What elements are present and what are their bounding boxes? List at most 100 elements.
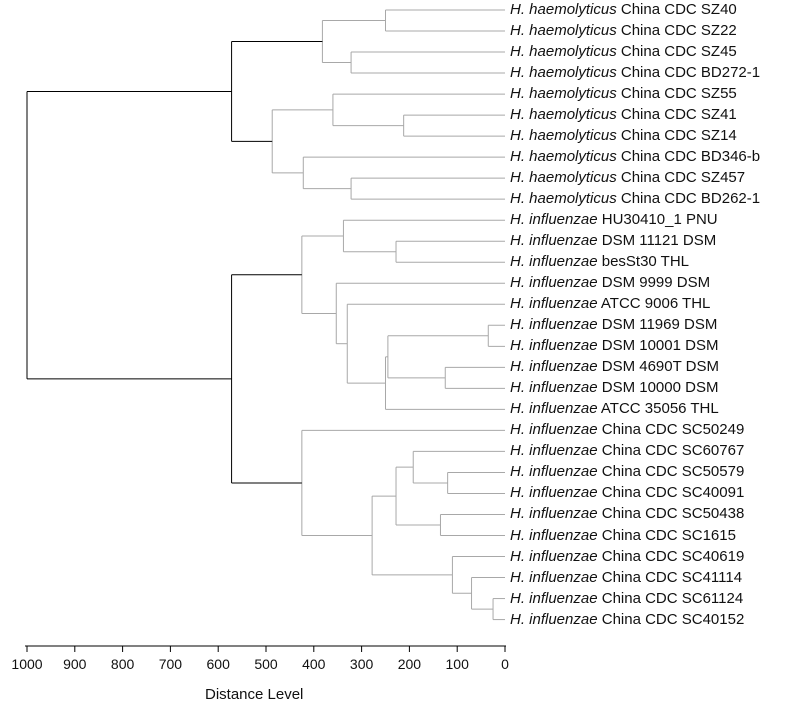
leaf-label: H. influenzae DSM 10001 DSM <box>510 336 718 356</box>
species-name: H. haemolyticus <box>510 148 617 166</box>
strain-name: China CDC SZ41 <box>616 106 737 124</box>
leaf-label: H. haemolyticus China CDC BD272-1 <box>510 63 760 83</box>
species-name: H. influenzae <box>510 484 598 502</box>
strain-name: China CDC SC41114 <box>597 568 743 586</box>
strain-name: China CDC SC50579 <box>597 463 745 481</box>
leaf-label: H. influenzae China CDC SC50438 <box>510 504 744 524</box>
axis-tick-label: 700 <box>158 656 183 672</box>
species-name: H. influenzae <box>510 358 598 376</box>
species-name: H. influenzae <box>510 421 598 439</box>
species-name: H. haemolyticus <box>510 106 617 124</box>
leaf-label: H. haemolyticus China CDC SZ40 <box>510 0 737 20</box>
species-name: H. influenzae <box>510 610 598 628</box>
strain-name: China CDC SC40152 <box>597 610 745 628</box>
species-name: H. haemolyticus <box>510 64 617 82</box>
species-name: H. influenzae <box>510 400 598 418</box>
leaf-label: H. influenzae ATCC 35056 THL <box>510 399 719 419</box>
species-name: H. influenzae <box>510 295 598 313</box>
strain-name: DSM 9999 DSM <box>597 274 711 292</box>
species-name: H. influenzae <box>510 274 598 292</box>
species-name: H. haemolyticus <box>510 190 617 208</box>
leaf-label: H. haemolyticus China CDC SZ457 <box>510 168 745 188</box>
species-name: H. influenzae <box>510 589 598 607</box>
leaf-label: H. influenzae DSM 10000 DSM <box>510 378 718 398</box>
species-name: H. influenzae <box>510 316 598 334</box>
axis-tick-label: 800 <box>110 656 135 672</box>
leaf-label: H. influenzae China CDC SC50579 <box>510 462 744 482</box>
strain-name: China CDC SC40619 <box>597 547 745 565</box>
strain-name: China CDC SC60767 <box>597 442 745 460</box>
leaf-label: H. influenzae China CDC SC40619 <box>510 547 744 567</box>
strain-name: China CDC SC50438 <box>597 505 745 523</box>
strain-name: China CDC SZ457 <box>616 169 746 187</box>
strain-name: China CDC SZ55 <box>616 85 737 103</box>
strain-name: China CDC SC61124 <box>597 589 744 607</box>
strain-name: China CDC SZ14 <box>616 127 737 145</box>
strain-name: China CDC BD346-b <box>616 148 761 166</box>
strain-name: DSM 4690T DSM <box>597 358 719 376</box>
leaf-label: H. influenzae besSt30 THL <box>510 252 689 272</box>
species-name: H. influenzae <box>510 526 598 544</box>
axis-tick-label: 500 <box>254 656 278 672</box>
leaf-label: H. influenzae DSM 4690T DSM <box>510 357 719 377</box>
leaf-label: H. influenzae HU30410_1 PNU <box>510 210 718 230</box>
leaf-label: H. influenzae DSM 9999 DSM <box>510 273 710 293</box>
strain-name: China CDC SZ22 <box>616 22 737 40</box>
species-name: H. influenzae <box>510 211 598 229</box>
leaf-label: H. influenzae China CDC SC41114 <box>510 568 742 588</box>
leaf-label: H. haemolyticus China CDC SZ55 <box>510 84 737 104</box>
strain-name: DSM 11969 DSM <box>597 316 718 334</box>
strain-name: China CDC SZ45 <box>616 43 737 61</box>
species-name: H. influenzae <box>510 379 598 397</box>
axis-tick-label: 300 <box>349 656 374 672</box>
strain-name: China CDC SC50249 <box>597 421 745 439</box>
strain-name: China CDC SC40091 <box>597 484 745 502</box>
axis-tick-label: 600 <box>206 656 230 672</box>
strain-name: China CDC BD262-1 <box>616 190 761 208</box>
species-name: H. influenzae <box>510 337 598 355</box>
leaf-label: H. haemolyticus China CDC SZ41 <box>510 105 737 125</box>
leaf-label: H. influenzae China CDC SC50249 <box>510 420 744 440</box>
leaf-label: H. haemolyticus China CDC SZ22 <box>510 21 737 41</box>
species-name: H. haemolyticus <box>510 85 617 103</box>
leaf-label: H. influenzae China CDC SC1615 <box>510 526 736 546</box>
species-name: H. influenzae <box>510 232 598 250</box>
species-name: H. influenzae <box>510 568 598 586</box>
axis-tick-label: 200 <box>397 656 422 672</box>
leaf-label: H. influenzae China CDC SC60767 <box>510 441 744 461</box>
leaf-label: H. haemolyticus China CDC SZ45 <box>510 42 737 62</box>
strain-name: DSM 11121 DSM <box>597 232 717 250</box>
strain-name: DSM 10000 DSM <box>597 379 719 397</box>
strain-name: ATCC 35056 THL <box>597 400 719 418</box>
leaf-label: H. influenzae China CDC SC61124 <box>510 589 743 609</box>
leaf-label: H. influenzae DSM 11969 DSM <box>510 315 717 335</box>
leaf-label: H. haemolyticus China CDC BD262-1 <box>510 189 760 209</box>
species-name: H. influenzae <box>510 463 598 481</box>
strain-name: ATCC 9006 THL <box>597 295 711 313</box>
species-name: H. influenzae <box>510 547 598 565</box>
species-name: H. influenzae <box>510 253 598 271</box>
leaf-label: H. haemolyticus China CDC SZ14 <box>510 126 737 146</box>
leaf-label: H. haemolyticus China CDC BD346-b <box>510 147 760 167</box>
axis-tick-label: 1000 <box>11 656 43 672</box>
axis-tick-label: 900 <box>63 656 87 672</box>
leaf-label: H. influenzae China CDC SC40152 <box>510 610 744 630</box>
strain-name: China CDC BD272-1 <box>616 64 761 82</box>
axis-tick-label: 0 <box>501 656 509 672</box>
leaf-label: H. influenzae China CDC SC40091 <box>510 483 744 503</box>
species-name: H. haemolyticus <box>510 127 617 145</box>
species-name: H. influenzae <box>510 442 598 460</box>
strain-name: HU30410_1 PNU <box>597 211 718 229</box>
strain-name: DSM 10001 DSM <box>597 337 719 355</box>
species-name: H. haemolyticus <box>510 22 617 40</box>
strain-name: China CDC SZ40 <box>616 1 737 18</box>
leaf-label: H. influenzae ATCC 9006 THL <box>510 294 710 314</box>
species-name: H. haemolyticus <box>510 1 617 18</box>
axis-title: Distance Level <box>205 686 304 703</box>
species-name: H. haemolyticus <box>510 169 617 187</box>
species-name: H. influenzae <box>510 505 598 523</box>
leaf-label: H. influenzae DSM 11121 DSM <box>510 231 716 251</box>
species-name: H. haemolyticus <box>510 43 617 61</box>
axis-tick-label: 400 <box>302 656 326 672</box>
